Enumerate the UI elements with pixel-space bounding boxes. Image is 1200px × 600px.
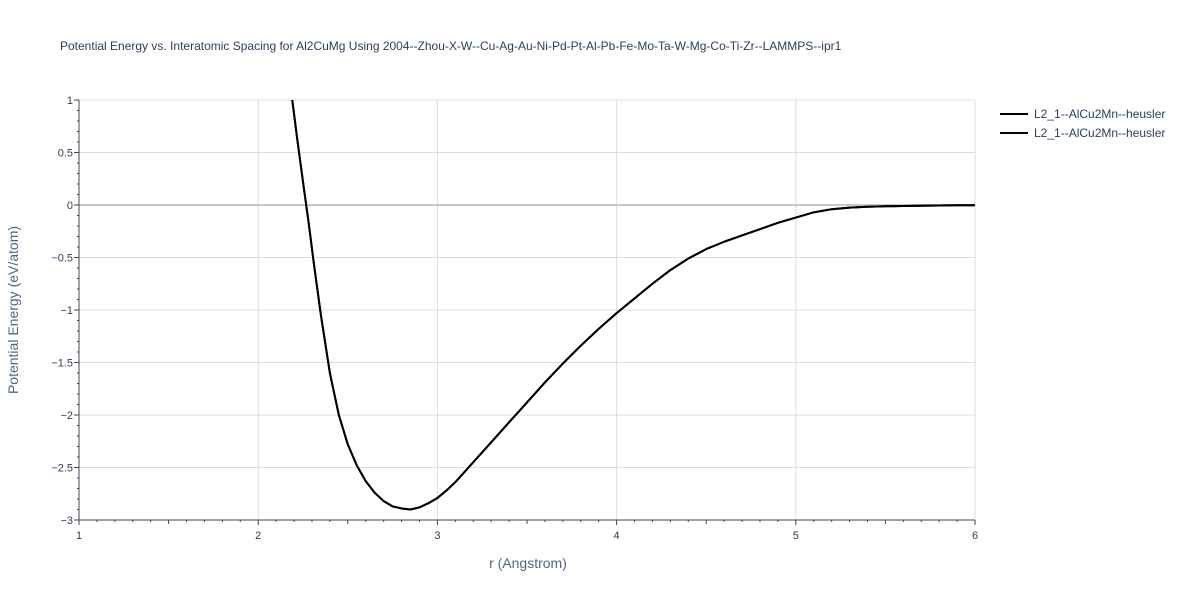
x-tick-label: 4 <box>614 530 620 542</box>
y-tick-label: 0 <box>67 200 73 212</box>
y-tick-label: −1.5 <box>51 358 73 370</box>
x-tick-label: 3 <box>434 530 440 542</box>
x-axis-title: r (Angstrom) <box>489 555 567 571</box>
x-tick-label: 2 <box>255 530 261 542</box>
legend-item-1[interactable]: L2_1--AlCu2Mn--heusler <box>1000 107 1165 121</box>
y-tick-label: −1 <box>60 305 73 317</box>
legend-item-2[interactable]: L2_1--AlCu2Mn--heusler <box>1000 126 1165 140</box>
legend[interactable]: L2_1--AlCu2Mn--heusler L2_1--AlCu2Mn--heu… <box>1000 107 1165 140</box>
legend-label: L2_1--AlCu2Mn--heusler <box>1034 107 1165 121</box>
x-tick-label: 6 <box>972 530 978 542</box>
axes <box>74 99 976 525</box>
plot-area <box>291 100 975 511</box>
y-tick-label: −3 <box>60 515 73 527</box>
y-axis-title: Potential Energy (eV/atom) <box>5 226 21 394</box>
series-line-2 <box>291 100 975 511</box>
x-axis-ticks: 1 2 3 4 5 6 <box>76 530 978 542</box>
series-line-1 <box>291 100 975 511</box>
y-tick-label: −0.5 <box>51 253 73 265</box>
y-tick-label: 1 <box>67 95 73 107</box>
grid <box>79 99 976 520</box>
y-tick-label: −2 <box>60 410 73 422</box>
x-tick-label: 1 <box>76 530 82 542</box>
chart-title: Potential Energy vs. Interatomic Spacing… <box>60 39 842 53</box>
legend-label: L2_1--AlCu2Mn--heusler <box>1034 126 1165 140</box>
y-tick-label: −2.5 <box>51 463 73 475</box>
y-axis-ticks: 1 0.5 0 −0.5 −1 −1.5 −2 −2.5 −3 <box>51 95 73 527</box>
x-tick-label: 5 <box>793 530 799 542</box>
y-tick-label: 0.5 <box>58 148 73 160</box>
